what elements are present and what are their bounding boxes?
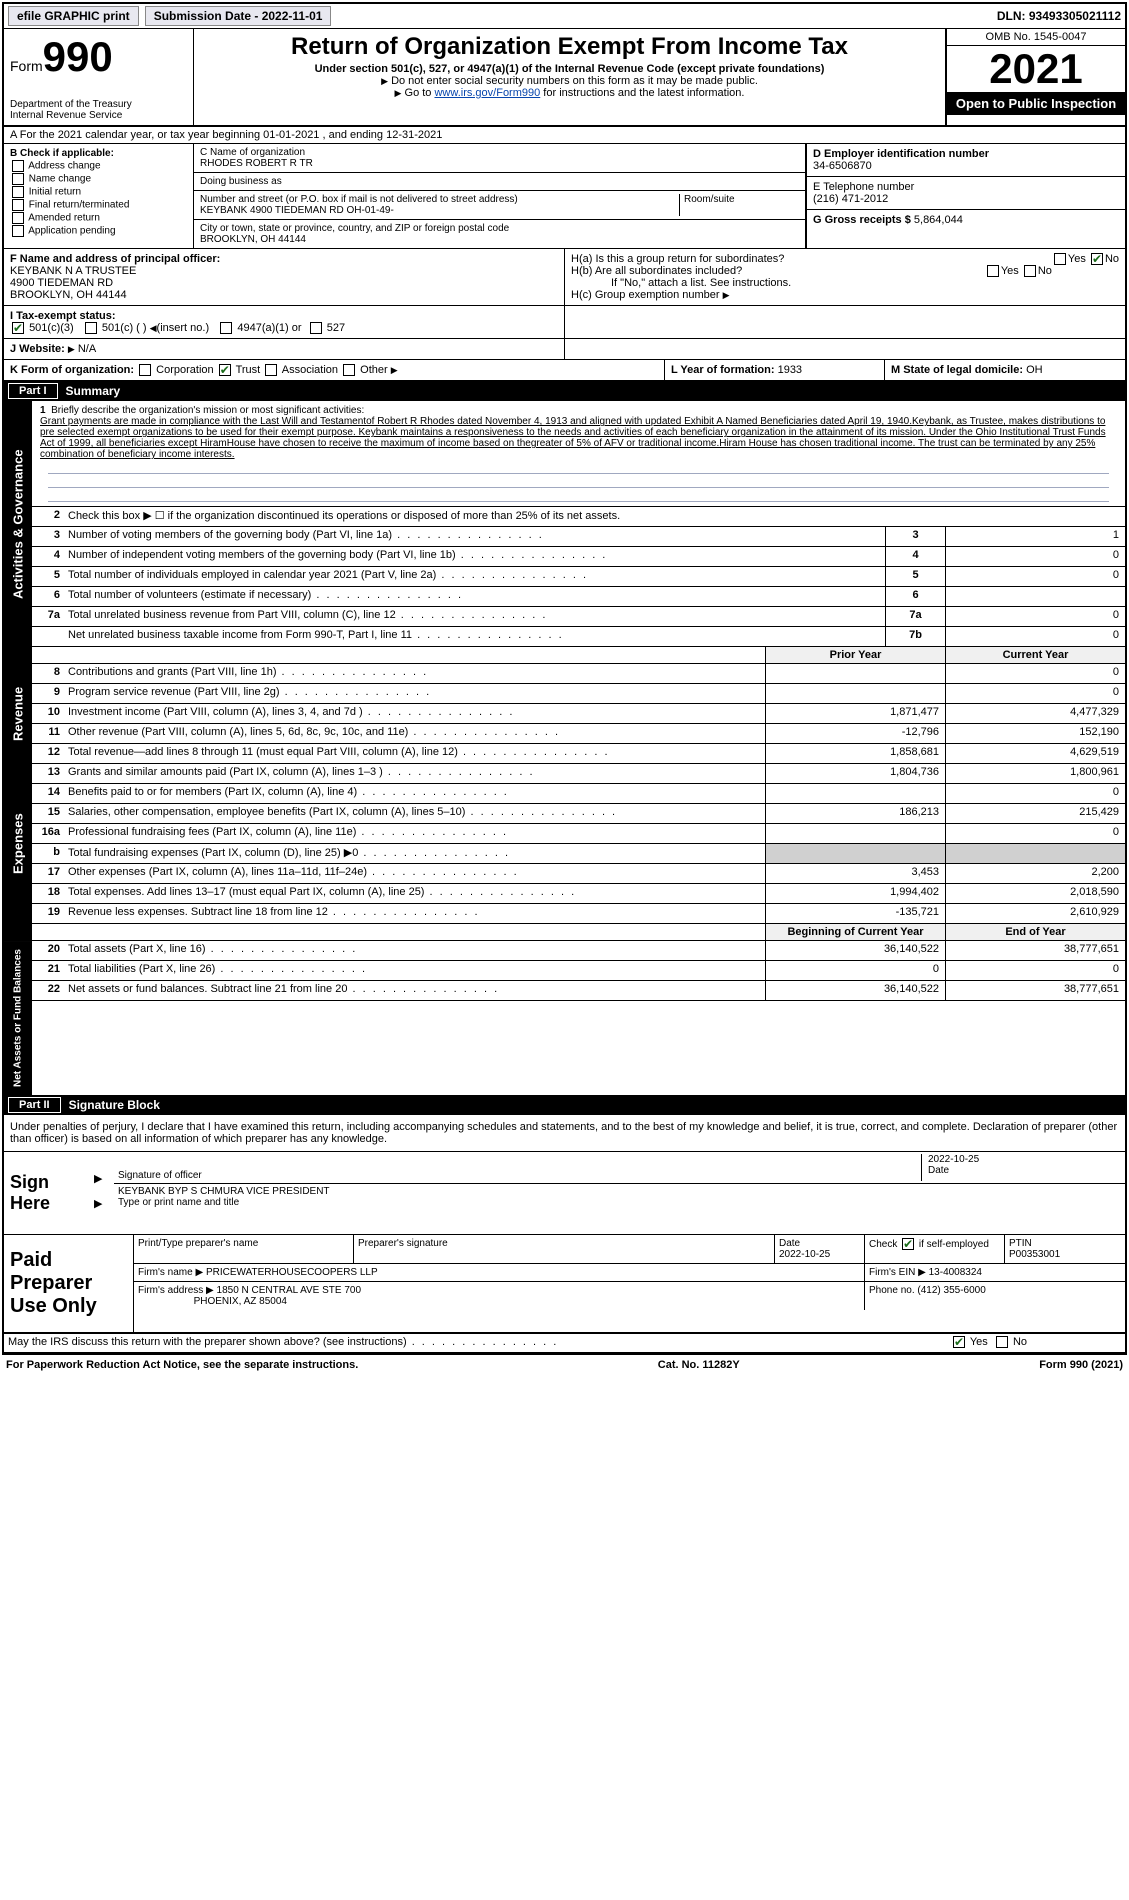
section-m: M State of legal domicile: OH bbox=[885, 360, 1125, 380]
vtab-expenses: Expenses bbox=[4, 764, 32, 924]
vtab-netassets: Net Assets or Fund Balances bbox=[4, 941, 32, 1095]
irs-link[interactable]: www.irs.gov/Form990 bbox=[434, 87, 540, 99]
form-number: Form990 bbox=[10, 33, 187, 81]
dept-label: Department of the Treasury bbox=[10, 99, 187, 110]
perjury-text: Under penalties of perjury, I declare th… bbox=[4, 1115, 1125, 1152]
table-row: 15Salaries, other compensation, employee… bbox=[32, 804, 1125, 824]
mission-block: 1 Briefly describe the organization's mi… bbox=[32, 401, 1125, 507]
year-header-1: Prior Year Current Year bbox=[4, 647, 1125, 664]
vtab-activities: Activities & Governance bbox=[4, 401, 32, 647]
page-footer: For Paperwork Reduction Act Notice, see … bbox=[0, 1357, 1129, 1373]
irs-label: Internal Revenue Service bbox=[10, 110, 187, 121]
form-subtitle: Under section 501(c), 527, or 4947(a)(1)… bbox=[202, 63, 937, 75]
year-header-2: Beginning of Current Year End of Year bbox=[4, 924, 1125, 941]
table-row: 21Total liabilities (Part X, line 26)00 bbox=[32, 961, 1125, 981]
part2-header: Part II Signature Block bbox=[4, 1095, 1125, 1115]
section-h: H(a) Is this a group return for subordin… bbox=[565, 249, 1125, 305]
table-row: 20Total assets (Part X, line 16)36,140,5… bbox=[32, 941, 1125, 961]
open-public-badge: Open to Public Inspection bbox=[947, 92, 1125, 115]
table-row: 10Investment income (Part VIII, column (… bbox=[32, 704, 1125, 724]
section-k: K Form of organization: Corporation Trus… bbox=[4, 360, 665, 380]
part1-header: Part I Summary bbox=[4, 381, 1125, 401]
table-row: 14Benefits paid to or for members (Part … bbox=[32, 784, 1125, 804]
org-name: RHODES ROBERT R TR bbox=[200, 158, 799, 169]
table-row: 11Other revenue (Part VIII, column (A), … bbox=[32, 724, 1125, 744]
section-j: J Website: ▶ N/A bbox=[4, 339, 565, 359]
dln-label: DLN: 93493305021112 bbox=[997, 9, 1121, 23]
street-address: KEYBANK 4900 TIEDEMAN RD OH-01-49- bbox=[200, 205, 679, 216]
form-container: efile GRAPHIC print Submission Date - 20… bbox=[2, 2, 1127, 1355]
tax-year: 2021 bbox=[947, 46, 1125, 92]
vtab-revenue: Revenue bbox=[4, 664, 32, 764]
form-title: Return of Organization Exempt From Incom… bbox=[202, 33, 937, 61]
topbar: efile GRAPHIC print Submission Date - 20… bbox=[4, 4, 1125, 29]
table-row: 17Other expenses (Part IX, column (A), l… bbox=[32, 864, 1125, 884]
sign-here-label: Sign Here bbox=[4, 1152, 94, 1234]
section-i: I Tax-exempt status: 501(c)(3) 501(c) ( … bbox=[4, 306, 565, 338]
city-state-zip: BROOKLYN, OH 44144 bbox=[200, 234, 799, 245]
section-l: L Year of formation: 1933 bbox=[665, 360, 885, 380]
table-row: 22Net assets or fund balances. Subtract … bbox=[32, 981, 1125, 1001]
section-b: B Check if applicable: Address change Na… bbox=[4, 144, 194, 248]
note-ssn: ▶ Do not enter social security numbers o… bbox=[202, 75, 937, 87]
table-row: 9Program service revenue (Part VIII, lin… bbox=[32, 684, 1125, 704]
omb-number: OMB No. 1545-0047 bbox=[947, 29, 1125, 46]
table-row: 8Contributions and grants (Part VIII, li… bbox=[32, 664, 1125, 684]
table-row: 13Grants and similar amounts paid (Part … bbox=[32, 764, 1125, 784]
table-row: bTotal fundraising expenses (Part IX, co… bbox=[32, 844, 1125, 864]
gross-receipts: 5,864,044 bbox=[914, 214, 963, 226]
table-row: 19Revenue less expenses. Subtract line 1… bbox=[32, 904, 1125, 924]
section-de: D Employer identification number 34-6506… bbox=[805, 144, 1125, 248]
paid-preparer-label: Paid Preparer Use Only bbox=[4, 1235, 134, 1332]
phone-value: (216) 471-2012 bbox=[813, 193, 1119, 205]
table-row: 16aProfessional fundraising fees (Part I… bbox=[32, 824, 1125, 844]
table-row: 18Total expenses. Add lines 13–17 (must … bbox=[32, 884, 1125, 904]
section-c: C Name of organization RHODES ROBERT R T… bbox=[194, 144, 805, 248]
form-header: Form990 Department of the Treasury Inter… bbox=[4, 29, 1125, 127]
table-row: 12Total revenue—add lines 8 through 11 (… bbox=[32, 744, 1125, 764]
submission-date-button[interactable]: Submission Date - 2022-11-01 bbox=[145, 6, 332, 26]
tax-year-row: A For the 2021 calendar year, or tax yea… bbox=[4, 127, 1125, 144]
may-irs-discuss: May the IRS discuss this return with the… bbox=[4, 1334, 945, 1352]
efile-print-button[interactable]: efile GRAPHIC print bbox=[8, 6, 139, 26]
firm-name: PRICEWATERHOUSECOOPERS LLP bbox=[206, 1267, 378, 1278]
note-link: ▶ Go to www.irs.gov/Form990 for instruct… bbox=[202, 87, 937, 99]
section-f: F Name and address of principal officer:… bbox=[4, 249, 565, 305]
officer-name: KEYBANK BYP S CHMURA VICE PRESIDENT bbox=[118, 1186, 1121, 1197]
ein-value: 34-6506870 bbox=[813, 160, 1119, 172]
